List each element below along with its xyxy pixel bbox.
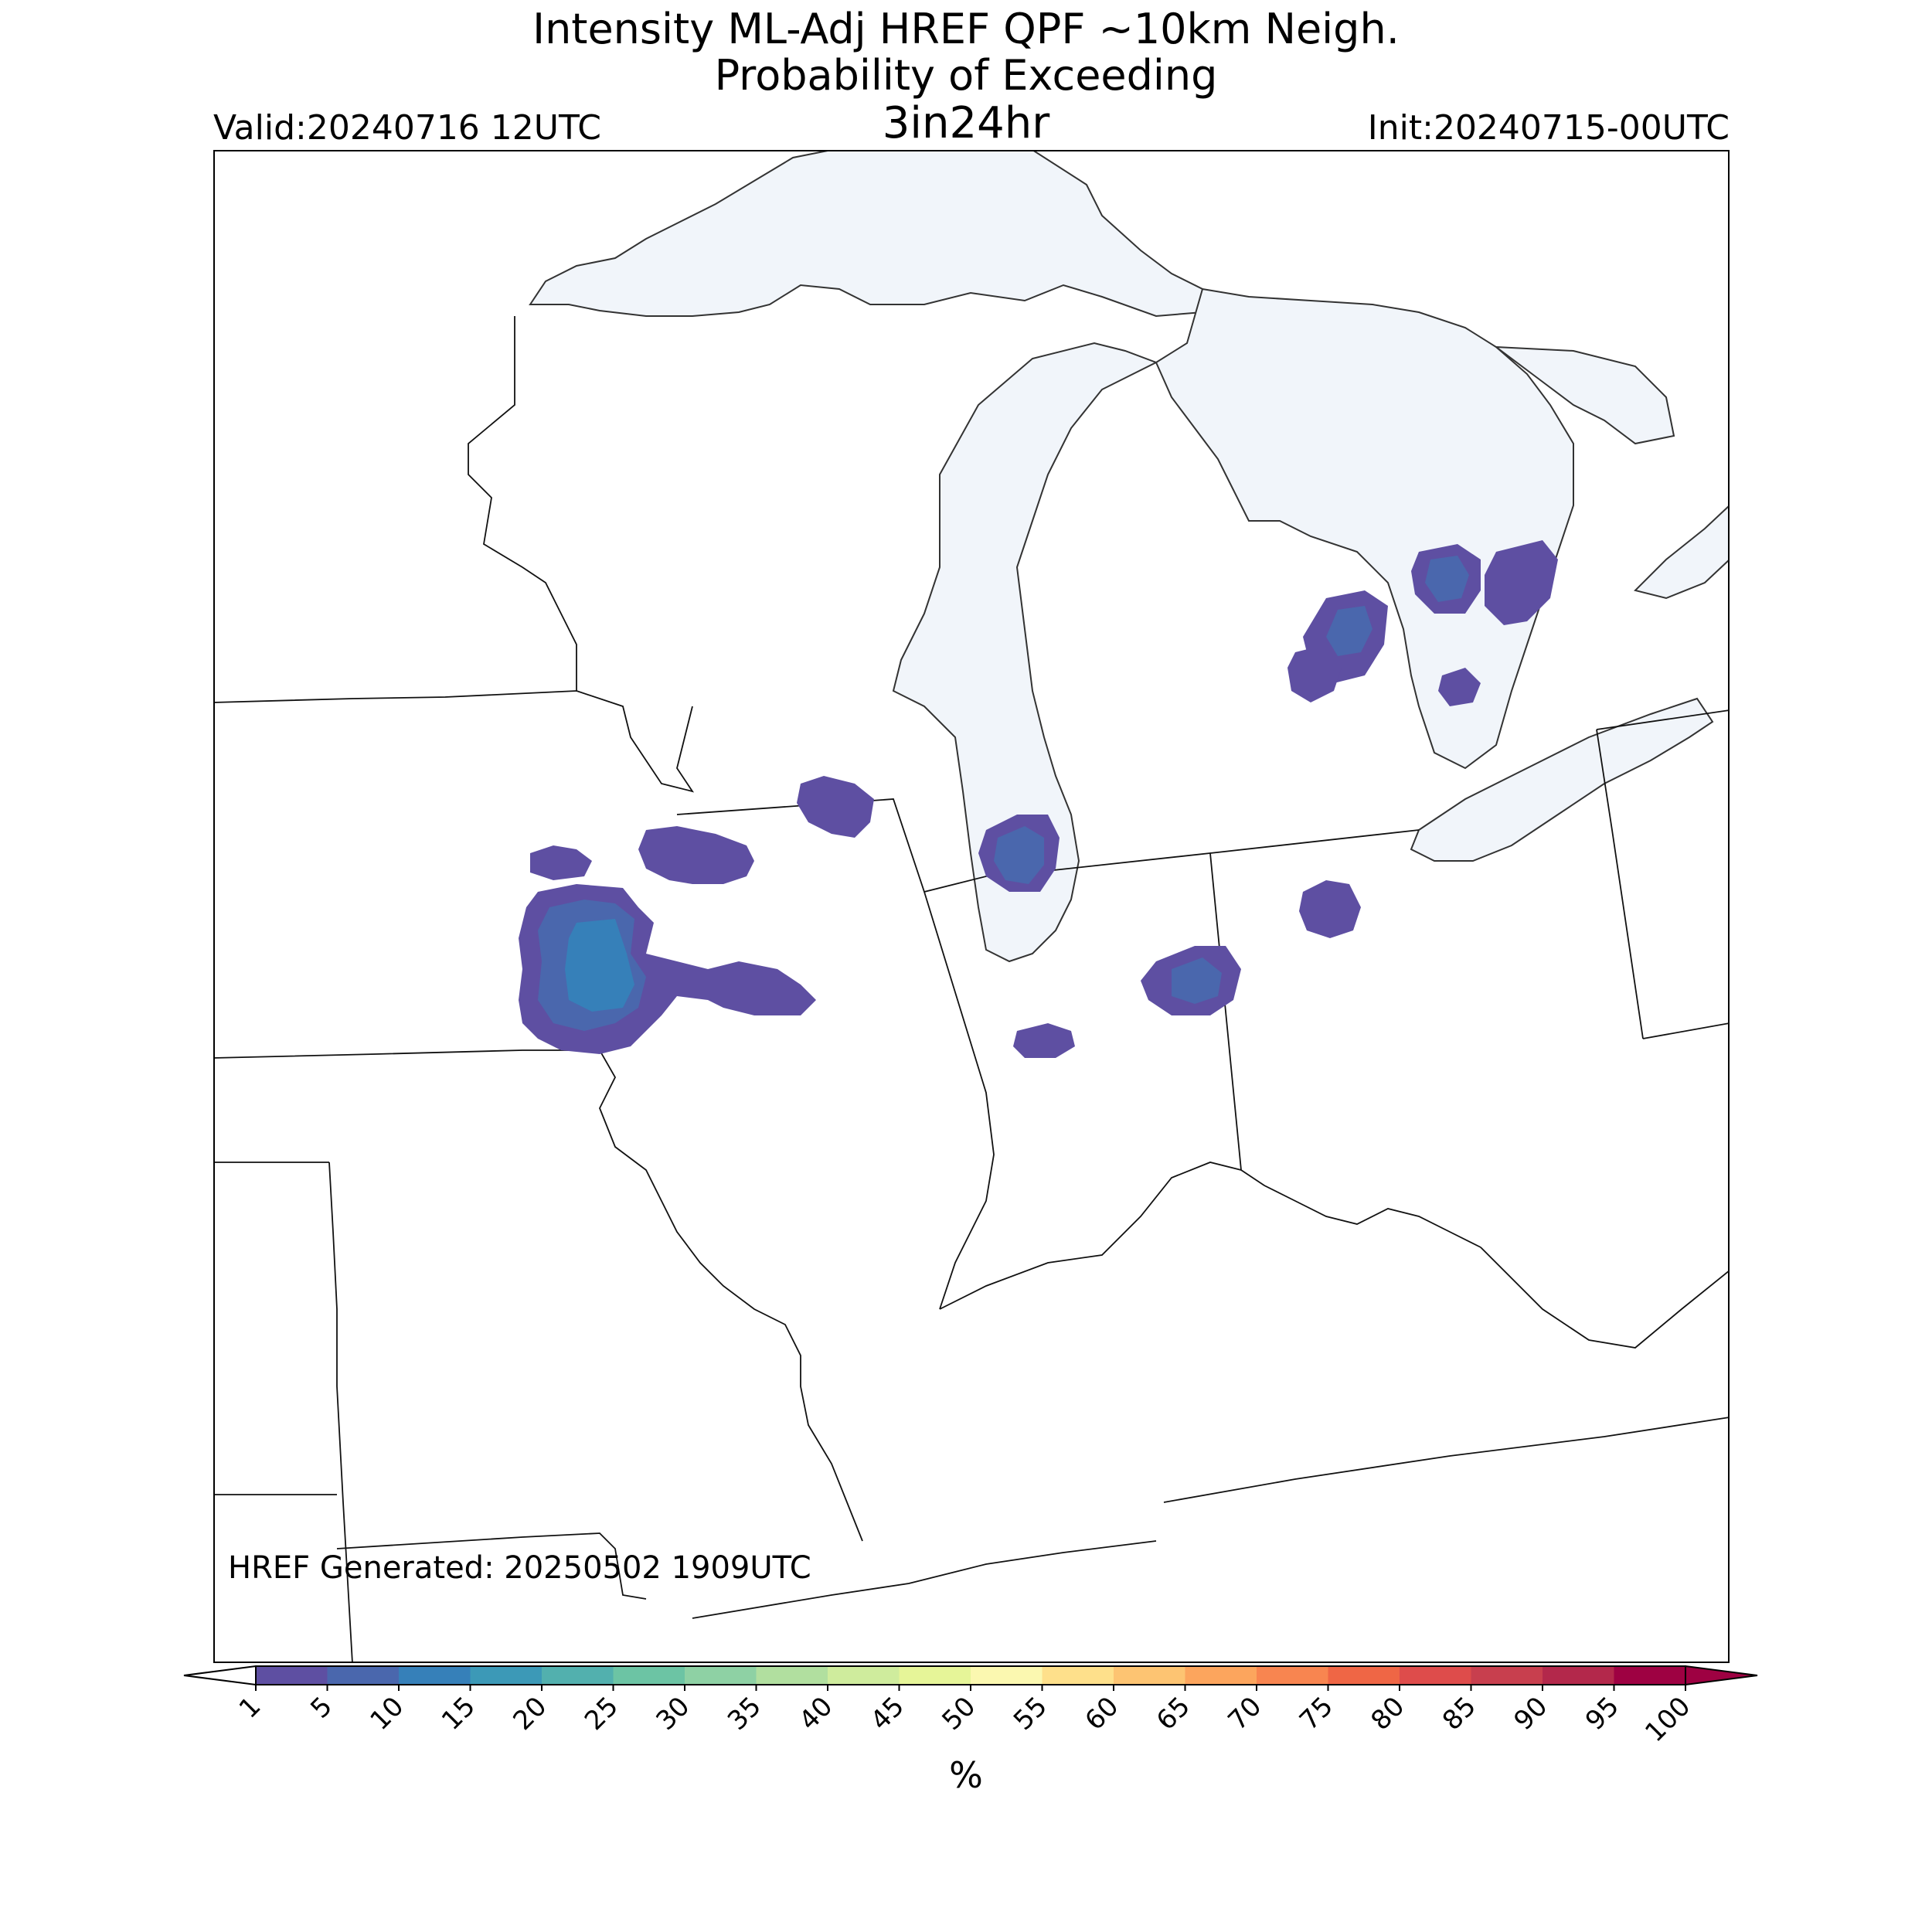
colorbar-bin	[1328, 1666, 1400, 1685]
colorbar-bin	[899, 1666, 971, 1685]
lake-erie	[1410, 697, 1714, 862]
colorbar-bin	[1614, 1666, 1686, 1685]
colorbar-tick-label: 15	[436, 1691, 481, 1736]
prob-blob-mi-west	[1287, 645, 1342, 702]
colorbar-tick-label: 25	[579, 1691, 624, 1736]
colorbar-bin	[685, 1666, 757, 1685]
colorbar-bin	[756, 1666, 828, 1685]
colorbar-bin	[327, 1666, 400, 1685]
prob-blob-in-central-5	[1172, 957, 1222, 1004]
prob-blob-iowa-10	[565, 919, 634, 1012]
colorbar-unit: %	[949, 1754, 983, 1796]
prob-blob-wi-ia	[638, 826, 754, 884]
colorbar-bin	[971, 1666, 1043, 1685]
colorbar-bin	[470, 1666, 543, 1685]
colorbar-bin	[828, 1666, 900, 1685]
lakes	[529, 150, 1730, 963]
colorbar-tick-label: 95	[1580, 1691, 1625, 1736]
title-line-2: Probability of Exceeding	[714, 51, 1218, 100]
colorbar-bin	[542, 1666, 614, 1685]
title-line-3: 3in24hr	[882, 98, 1050, 148]
georgian-bay	[1493, 345, 1675, 445]
colorbar-bin	[1543, 1666, 1614, 1685]
indiana-ohio-border	[1032, 829, 1481, 1248]
prob-blob-mi-thumb-5	[1425, 556, 1469, 602]
colorbar-tick-label: 50	[936, 1691, 981, 1736]
colorbar-tick-label: 85	[1437, 1691, 1482, 1736]
prob-blob-ia-west	[530, 845, 592, 880]
colorbar-tick-label: 75	[1294, 1691, 1339, 1736]
ohio-pennsylvania-border	[1596, 709, 1730, 1039]
colorbar-tick-label: 1	[233, 1691, 267, 1725]
colorbar-bin	[1042, 1666, 1114, 1685]
lake-huron	[1155, 287, 1574, 770]
colorbar-bin	[1471, 1666, 1543, 1685]
prob-blob-mi-central-5	[1326, 606, 1372, 656]
lake-michigan	[892, 342, 1158, 963]
init-time: Init:20240715-00UTC	[1367, 108, 1730, 148]
valid-time: Valid:20240716 12UTC	[213, 108, 602, 148]
probability-areas	[519, 540, 1558, 1058]
colorbar-tick-label: 10	[364, 1691, 410, 1736]
colorbar-tick-label: 100	[1639, 1691, 1696, 1748]
wisconsin-border	[468, 316, 695, 793]
lake-ontario	[1634, 504, 1730, 600]
iowa-illinois-border	[213, 690, 863, 1542]
prob-blob-sw-wi	[797, 776, 874, 838]
prob-blob-in-south	[1013, 1023, 1075, 1058]
colorbar-tick-label: 60	[1079, 1691, 1124, 1736]
colorbar-tick-label: 20	[507, 1691, 553, 1736]
colorbar-tick-label: 30	[650, 1691, 696, 1736]
colorbar-bin	[613, 1666, 685, 1685]
colorbar-bin	[1400, 1666, 1471, 1685]
colorbar-tick-label: 70	[1222, 1691, 1267, 1736]
colorbar-bin	[399, 1666, 471, 1685]
prob-blob-on-south	[1485, 540, 1558, 625]
missouri-border	[213, 1162, 647, 1663]
colorbar-tick-label: 55	[1008, 1691, 1053, 1736]
prob-blob-il-north-5	[994, 826, 1044, 884]
colorbar-tick-label: 90	[1508, 1691, 1553, 1736]
colorbar-extend-max	[1685, 1665, 1758, 1686]
kentucky-border	[939, 1162, 1730, 1503]
colorbar-bin	[256, 1666, 328, 1685]
colorbar-bin	[1257, 1666, 1328, 1685]
colorbar: 1 5 10 15 20 25 30 35 40 45 50 55 60 65 70 75 80 85 90 95 10…	[183, 1665, 1758, 1748]
href-generated-note: HREF Generated: 20250502 1909UTC	[228, 1550, 811, 1586]
colorbar-bin	[1114, 1666, 1185, 1685]
colorbar-tick-label: 35	[722, 1691, 767, 1736]
colorbar-tick-label: 80	[1365, 1691, 1410, 1736]
colorbar-tick-label: 45	[865, 1691, 910, 1736]
colorbar-extend-min	[183, 1665, 257, 1686]
prob-blob-on-west	[1438, 668, 1481, 706]
map-panel	[213, 150, 1730, 1663]
title-line-1: Intensity ML-Adj HREF QPF ~10km Neigh.	[532, 5, 1400, 53]
colorbar-tick-label: 65	[1151, 1691, 1196, 1736]
tennessee-border	[692, 1540, 1157, 1619]
prob-blob-oh-nw	[1299, 880, 1361, 938]
colorbar-tick-label: 40	[793, 1691, 838, 1736]
colorbar-tick-label: 5	[304, 1691, 338, 1725]
colorbar-bin	[1185, 1666, 1257, 1685]
